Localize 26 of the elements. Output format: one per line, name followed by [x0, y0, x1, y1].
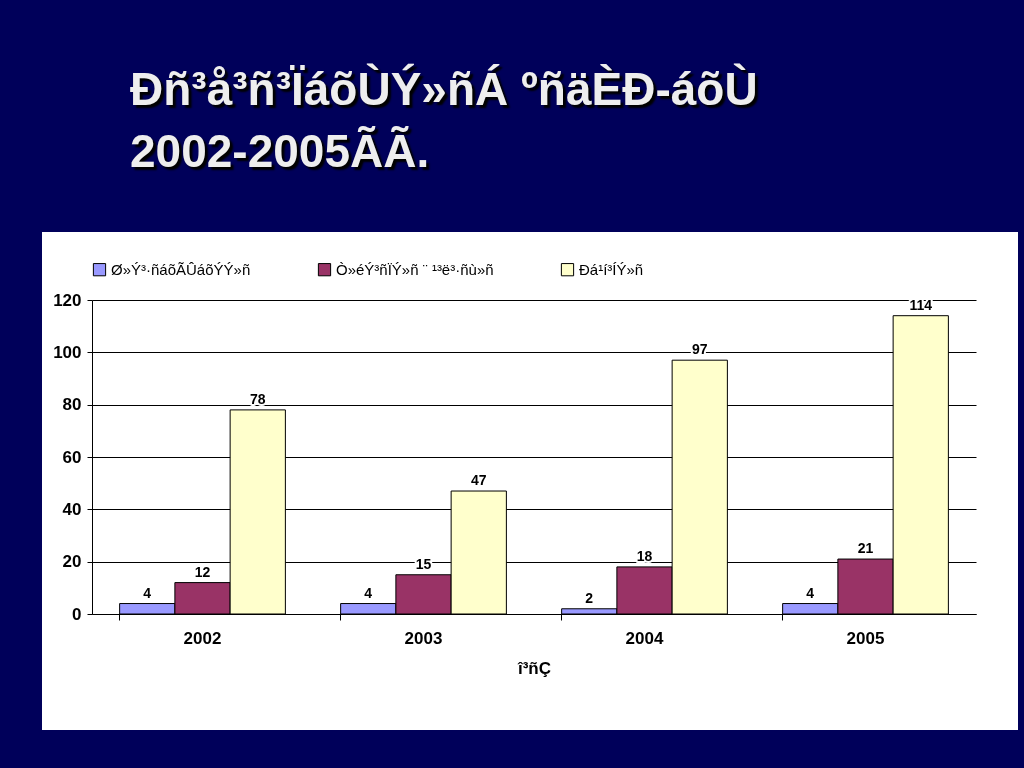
data-label: 114 [909, 296, 933, 313]
data-label: 4 [364, 584, 373, 601]
data-label: 4 [143, 584, 152, 601]
x-tick-label: 2005 [846, 628, 885, 648]
y-tick-label: 120 [53, 290, 82, 310]
y-tick-label: 40 [62, 499, 82, 519]
y-tick-label: 0 [72, 604, 82, 624]
y-tick-label: 80 [62, 395, 82, 415]
data-label: 12 [194, 563, 211, 580]
x-tick-label: 2004 [625, 628, 664, 648]
x-axis-title: î³ñÇ [516, 658, 552, 678]
data-label: 78 [249, 390, 266, 407]
y-tick-label: 20 [62, 552, 82, 572]
x-tick-label: 2002 [183, 628, 222, 648]
legend-label: Ò»éÝ³ñÏÝ»ñ ¨ ¹³ë³·ñù»ñ [336, 260, 494, 278]
legend-label: Ø»Ý³·ñáõÃÛáõÝÝ»ñ [111, 260, 251, 278]
legend-label: Ðá¹í³ÍÝ»ñ [579, 260, 644, 278]
x-tick-label: 2003 [404, 628, 443, 648]
y-tick-label: 60 [62, 447, 82, 467]
data-label: 2 [585, 589, 594, 606]
chart-title: Ðñ³å³ñ³ÏáõÙÝ»ñÁ ºñäÈÐ-áõÙ 2002-2005ÃÃ. [130, 62, 759, 179]
data-label: 47 [470, 472, 487, 489]
y-tick-label: 100 [53, 342, 82, 362]
data-label: 18 [636, 547, 653, 564]
data-label: 21 [857, 540, 874, 557]
data-label: 4 [806, 584, 815, 601]
